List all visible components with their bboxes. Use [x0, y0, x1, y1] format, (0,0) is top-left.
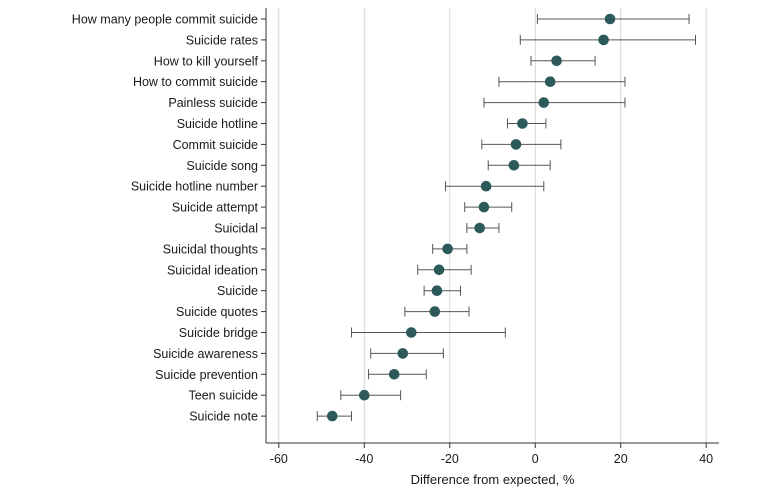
point-estimate — [388, 369, 400, 380]
row-label: Suicide attempt — [172, 201, 259, 215]
row-label: Painless suicide — [168, 96, 258, 110]
gridlines — [278, 8, 707, 443]
x-axis-ticks: -60 -40 -20 0 20 40 — [261, 18, 713, 466]
point-estimates — [326, 13, 616, 422]
point-estimate — [433, 264, 445, 276]
row-label: Suicide quotes — [176, 305, 258, 319]
point-estimate — [480, 180, 492, 192]
point-estimate — [326, 410, 338, 422]
point-estimate — [604, 13, 616, 25]
x-tick-label: -20 — [441, 452, 459, 466]
row-label: How many people commit suicide — [72, 13, 258, 27]
row-label: Suicide rates — [186, 33, 258, 47]
point-estimate — [358, 389, 370, 401]
point-estimate — [538, 97, 550, 108]
point-estimate — [510, 139, 522, 150]
row-label: Commit suicide — [173, 138, 258, 152]
point-estimate — [442, 243, 453, 255]
row-label: Suicide hotline number — [131, 180, 258, 194]
row-label: Teen suicide — [189, 389, 259, 403]
point-estimate — [397, 348, 409, 359]
confidence-intervals — [316, 14, 696, 422]
point-estimate — [508, 160, 520, 171]
point-estimate — [478, 201, 490, 213]
x-tick-label: 40 — [699, 452, 713, 466]
point-estimate — [429, 306, 441, 317]
row-label: Suicide bridge — [179, 326, 258, 340]
point-estimate — [406, 327, 417, 338]
row-label: Suicidal ideation — [167, 263, 258, 277]
row-label: Suicide — [217, 284, 258, 298]
row-label: Suicidal — [214, 222, 258, 236]
point-estimate — [544, 76, 556, 87]
row-label: Suicide hotline — [177, 117, 258, 131]
x-tick-label: 0 — [532, 452, 539, 466]
row-label: Suicide prevention — [155, 368, 258, 382]
row-labels: How many people commit suicide Suicide ra… — [72, 13, 259, 424]
row-label: Suicide awareness — [153, 347, 258, 361]
point-estimate — [517, 118, 528, 129]
row-label: Suicide note — [189, 410, 258, 424]
point-estimate — [551, 55, 562, 67]
row-label: How to kill yourself — [154, 54, 259, 68]
x-tick-label: -60 — [270, 452, 288, 466]
row-label: Suicidal thoughts — [163, 242, 258, 256]
point-estimate — [598, 34, 609, 46]
point-estimate — [431, 285, 443, 297]
x-tick-label: -40 — [355, 452, 373, 466]
x-axis-title: Difference from expected, % — [411, 472, 575, 487]
row-label: How to commit suicide — [133, 75, 258, 89]
point-estimate — [474, 222, 485, 234]
axes — [265, 8, 719, 444]
x-tick-label: 20 — [614, 452, 628, 466]
row-label: Suicide song — [186, 159, 258, 173]
